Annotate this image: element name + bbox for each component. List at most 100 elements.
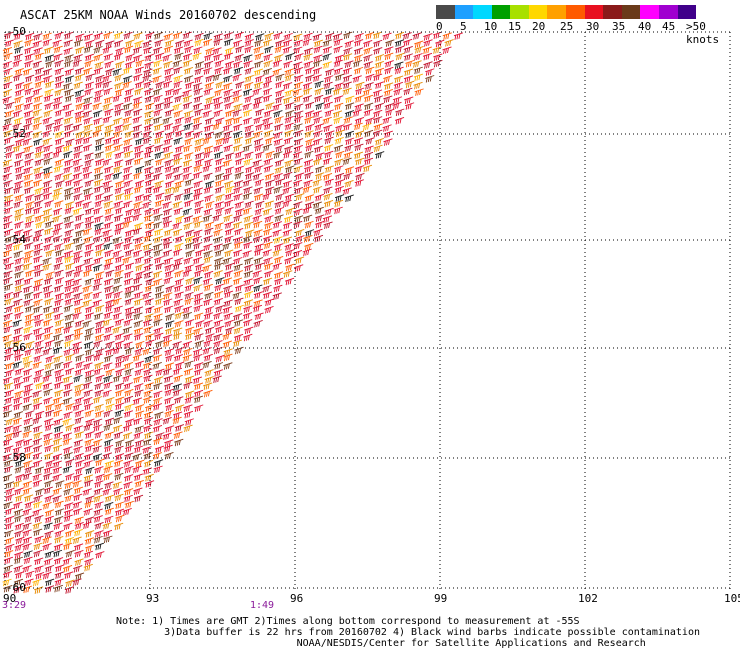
wind-barb: [13, 578, 24, 587]
wind-barb: [73, 528, 83, 537]
wind-barb: [92, 299, 103, 308]
wind-barb: [212, 122, 222, 131]
wind-barb: [42, 543, 52, 551]
wind-barb: [93, 46, 103, 54]
wind-barb: [172, 389, 182, 397]
wind-barb: [53, 96, 63, 104]
wind-barb: [215, 117, 225, 125]
wind-barb: [204, 221, 214, 230]
wind-barb: [134, 383, 144, 391]
wind-barb: [255, 33, 265, 41]
wind-barb: [133, 431, 143, 440]
wind-barb: [182, 59, 193, 68]
wind-barb: [234, 53, 244, 62]
wind-barb: [184, 418, 194, 426]
wind-barb: [324, 75, 334, 83]
wind-barb: [23, 82, 33, 90]
wind-barb: [162, 249, 173, 258]
wind-barb: [54, 368, 64, 377]
wind-barb: [163, 208, 173, 216]
scale-label: 40: [638, 20, 652, 33]
wind-barb: [34, 193, 44, 201]
wind-barb: [84, 249, 94, 258]
wind-barb: [73, 425, 83, 433]
wind-barb: [202, 360, 212, 369]
wind-barb: [94, 431, 104, 439]
wind-barb: [4, 481, 15, 489]
wind-barb: [145, 339, 155, 348]
wind-barb: [224, 192, 234, 201]
wind-barb: [164, 305, 174, 314]
wind-barb: [244, 130, 254, 139]
wind-barb: [103, 31, 113, 40]
wind-barb: [154, 199, 164, 208]
wind-barb: [164, 396, 174, 405]
wind-barb: [274, 116, 284, 124]
wind-barb: [262, 277, 273, 286]
wind-barb: [164, 425, 175, 433]
wind-barb: [285, 207, 295, 216]
wind-barb: [144, 480, 155, 488]
wind-barb: [323, 221, 333, 230]
wind-barb: [44, 368, 54, 377]
wind-barb: [304, 150, 314, 159]
wind-barb: [123, 395, 134, 404]
wind-barb: [255, 123, 265, 131]
wind-barb: [83, 402, 94, 411]
wind-barb: [263, 165, 273, 173]
wind-barb: [43, 75, 53, 83]
wind-barb: [22, 403, 32, 411]
wind-barb: [182, 208, 192, 216]
wind-barb: [65, 201, 75, 209]
wind-barb: [335, 129, 345, 138]
wind-barb: [175, 40, 185, 48]
wind-barb: [163, 257, 174, 265]
wind-barb: [164, 362, 175, 370]
wind-barb: [22, 262, 33, 271]
wind-barb: [124, 403, 134, 412]
wind-barb: [282, 221, 293, 230]
wind-barb: [12, 446, 23, 454]
wind-barb: [34, 214, 44, 223]
wind-barb: [143, 326, 153, 334]
wind-barb: [44, 509, 55, 517]
wind-barb: [132, 283, 143, 292]
wind-barb: [164, 109, 174, 117]
wind-barb: [253, 319, 263, 328]
wind-barb: [64, 255, 74, 264]
wind-barb: [192, 52, 202, 61]
wind-barb: [73, 473, 83, 482]
scale-label: 35: [612, 20, 626, 33]
wind-barb: [185, 249, 195, 258]
wind-barb: [143, 256, 154, 265]
wind-barb: [63, 151, 73, 159]
wind-barb: [64, 123, 74, 132]
wind-barb: [403, 68, 414, 76]
wind-barb: [154, 256, 164, 264]
wind-barb: [222, 173, 233, 181]
wind-barb: [362, 164, 373, 173]
wind-barb: [203, 145, 214, 154]
wind-barb: [202, 264, 212, 273]
wind-barb: [94, 404, 104, 412]
wind-barb: [92, 445, 102, 453]
wind-barb: [254, 96, 264, 104]
wind-barb: [242, 250, 252, 258]
wind-barb: [194, 38, 204, 47]
wind-barb: [133, 487, 143, 496]
wind-barb: [134, 347, 144, 356]
wind-barb: [5, 144, 15, 152]
wind-barb: [142, 193, 153, 202]
wind-barb: [15, 439, 25, 447]
wind-barb: [114, 227, 124, 236]
wind-barb: [213, 38, 223, 47]
wind-barb: [253, 291, 264, 299]
wind-barb: [23, 395, 33, 404]
wind-barb: [33, 95, 43, 103]
wind-barb: [314, 206, 324, 215]
wind-barb: [63, 446, 73, 454]
wind-barb: [44, 88, 54, 97]
wind-barb: [3, 270, 13, 278]
wind-barb: [164, 88, 175, 96]
wind-barb: [153, 59, 163, 68]
